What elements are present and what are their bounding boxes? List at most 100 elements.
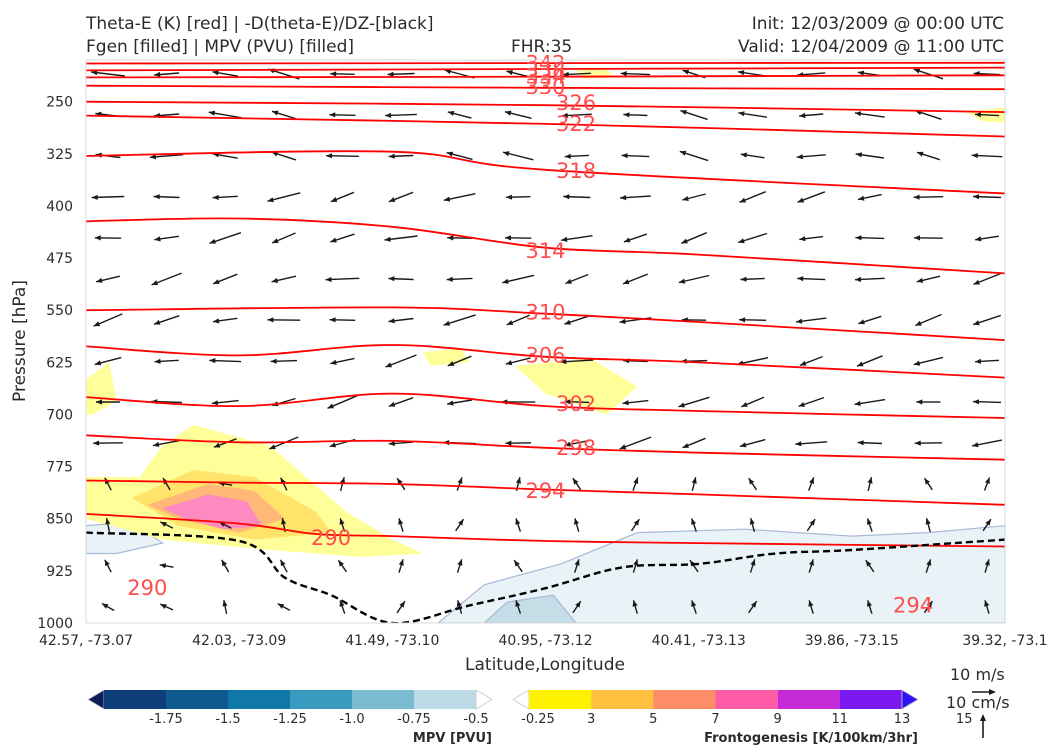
wind-vector-head-113 (154, 358, 161, 364)
theta-e-contour-298 (86, 434, 1005, 461)
wind-vector-head-203 (750, 559, 756, 566)
wind-vector-head-24 (561, 112, 568, 119)
wind-vector-head-192 (104, 559, 110, 567)
wind-vector-head-5 (387, 71, 394, 77)
theta-e-contour-306 (86, 344, 1005, 379)
wind-vector-head-174 (924, 478, 930, 485)
wind-vector-head-187 (749, 518, 755, 525)
wind-vector-head-27 (738, 111, 745, 117)
theta-e-contour-326 (86, 100, 1005, 113)
wind-vector-head-109 (858, 319, 865, 325)
y-tick-625: 625 (46, 355, 73, 371)
mpv-colorbar-swatch-6 (414, 690, 476, 709)
wind-vector-head-40 (564, 153, 571, 159)
wind-vector-head-85 (388, 276, 395, 282)
wind-vector-head-84 (325, 276, 332, 283)
wind-vector-head-108 (796, 318, 803, 324)
wind-vector-head-11 (738, 70, 745, 76)
wind-vector-head-55 (506, 194, 513, 200)
wind-vector-head-159 (972, 442, 979, 448)
wind-vector-head-103 (506, 320, 514, 325)
wind-vector-head-204 (809, 559, 814, 566)
wind-vector-head-199 (514, 560, 520, 567)
wind-vector-head-186 (691, 518, 697, 525)
wind-vector-head-212 (339, 600, 345, 607)
wind-vector-head-14 (913, 68, 921, 74)
wind-vector-head-66 (209, 238, 216, 244)
wind-vector-head-86 (446, 276, 453, 282)
y-tick-850: 850 (46, 512, 73, 528)
theta-e-label-4: 326 (556, 91, 596, 115)
wind-vector-head-49 (153, 194, 160, 200)
mpv-colorbar-tick-1: -1.5 (215, 712, 240, 727)
wind-vector-head-71 (505, 235, 511, 241)
theta-e-label-14: 290 (127, 576, 167, 600)
title-left-line1: Theta-E (K) [red] | -D(theta-E)/DZ-[blac… (86, 14, 434, 34)
fgen-colorbar-swatch-3 (653, 690, 716, 709)
wind-vector-head-221 (867, 600, 872, 607)
wind-vector-head-94 (916, 277, 924, 283)
wind-vector-head-125 (857, 361, 864, 367)
mpv-colorbar-swatch-1 (104, 690, 166, 709)
reference-vectors: 10 m/s 10 cm/s (946, 665, 1010, 738)
x-axis-ticks: 42.57, -73.07 42.03, -73.09 41.49, -73.10 4… (39, 633, 1048, 649)
theta-e-label-1: 338 (525, 58, 565, 82)
wind-vector-head-54 (443, 196, 451, 202)
wind-vector-head-107 (739, 317, 746, 323)
wind-vector-head-89 (623, 279, 630, 285)
wind-vector-head-80 (96, 277, 103, 283)
fgen-colorbar-tick-1: 5 (649, 712, 657, 727)
wind-vector-head-134 (447, 400, 454, 406)
x-tick-6: 39.32, -73.1 (962, 633, 1047, 649)
wind-vector-head-29 (854, 111, 862, 117)
wind-vector-head-117 (385, 362, 392, 368)
mpv-colorbar-swatch-5 (352, 690, 414, 709)
theta-e-label-11: 298 (556, 436, 596, 460)
wind-vector-head-92 (797, 276, 804, 282)
wind-vector-head-43 (740, 152, 748, 158)
fgen-fill-5 (514, 358, 638, 415)
theta-e-label-8: 310 (525, 300, 565, 324)
wind-vector-head-38 (446, 151, 454, 157)
wind-vector-head-185 (633, 519, 640, 526)
wind-vector-head-102 (443, 320, 451, 326)
wind-vector-head-67 (272, 238, 279, 243)
wind-vector-head-190 (925, 518, 931, 525)
wind-vector-head-93 (855, 276, 862, 282)
wind-vector-head-19 (272, 110, 279, 116)
fgen-colorbar-tick-2: 7 (711, 712, 719, 727)
wind-vectors (91, 68, 1003, 615)
wind-vector-head-50 (212, 194, 219, 200)
wind-vector-head-172 (809, 477, 814, 484)
wind-vector-head-96 (93, 321, 101, 327)
mpv-colorbar-title: MPV [PVU] (413, 731, 492, 746)
wind-vector-head-41 (621, 153, 628, 159)
wind-vector-head-166 (457, 477, 463, 484)
wind-vector-head-153 (619, 444, 627, 450)
wind-vector-head-222 (926, 601, 933, 608)
wind-vector-head-100 (329, 317, 336, 323)
wind-vector-head-46 (917, 151, 924, 157)
stability-contour (86, 531, 1005, 623)
wind-vector-head-177 (160, 521, 167, 527)
wind-vector-head-64 (94, 235, 101, 241)
wind-vector-head-130 (211, 400, 218, 406)
wind-vector-head-133 (388, 401, 396, 407)
wind-vector-head-36 (326, 153, 332, 159)
fgen-colorbar-extend-high (901, 689, 919, 710)
fgen-colorbar: 3 5 7 9 11 13 15 (512, 689, 972, 727)
x-tick-5: 39.86, -73.15 (805, 633, 899, 649)
title-left-line2: Fgen [filled] | MPV (PVU) [filled] (86, 37, 355, 57)
wind-vector-head-208 (101, 603, 109, 609)
wind-vector-head-105 (619, 318, 626, 324)
wind-vector-head-182 (458, 519, 464, 526)
wind-vector-head-114 (209, 358, 216, 364)
wind-vector-head-4 (330, 71, 337, 77)
wind-vector-head-51 (267, 197, 274, 203)
wind-vector-head-82 (213, 279, 220, 284)
wind-vector-head-99 (267, 317, 274, 323)
wind-vector-head-20 (329, 112, 336, 118)
title-right-line1: Init: 12/03/2009 @ 00:00 UTC (751, 14, 1004, 34)
wind-vector-head-147 (269, 444, 276, 450)
